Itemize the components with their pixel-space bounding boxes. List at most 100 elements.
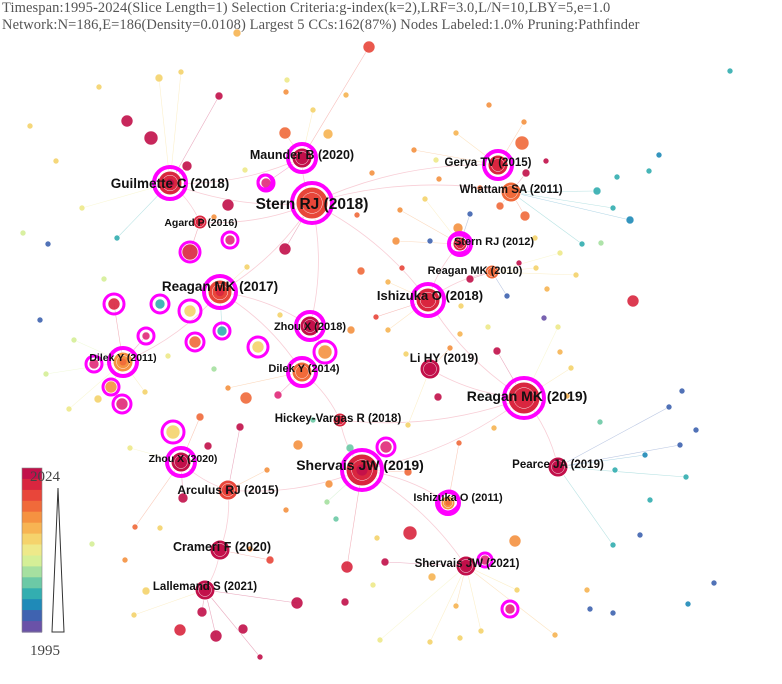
node-ring [165,178,175,188]
burst-halo [160,419,186,445]
edge [227,426,241,491]
network-node [131,523,139,531]
network-node [404,421,412,429]
node-reagan2017 [202,274,238,310]
network-node [141,388,149,396]
burst-halo [246,335,270,359]
node-label: Hickey-Vargas R (2018) [275,413,402,425]
network-node [398,264,406,272]
network-node [224,234,236,246]
network-node [597,239,605,247]
network-node [452,129,460,137]
node-label: Stern RJ (2012) [454,236,534,248]
network-node [235,422,245,432]
legend-swatch [22,555,42,567]
network-node [224,384,232,392]
legend-bar-border [21,467,43,633]
burst-halo [184,331,206,353]
node-label: Pearce JA (2019) [512,459,604,471]
node-shervais2019 [340,448,384,492]
burst-halo [102,292,126,316]
network-node [479,554,491,566]
network-node [396,206,404,214]
network-node [42,370,50,378]
network-node [520,118,528,126]
burst-halo [149,293,171,315]
network-node [490,424,498,432]
network-node [611,466,619,474]
burst-halo [375,436,397,458]
header-line-1: Timespan:1995-2024(Slice Length=1) Selec… [2,0,611,16]
node-label: Ishizuka O (2011) [413,492,503,504]
node-ring [201,586,209,594]
network-node [324,479,334,489]
network-node [353,211,361,219]
network-node [495,201,505,211]
network-node [340,597,350,607]
network-node [515,259,523,267]
network-node [273,390,283,400]
edge [361,469,467,567]
edge [169,71,182,184]
node-label: Dilek Y (2011) [89,352,156,364]
node-ring [554,463,562,471]
edge [557,466,614,546]
network-node [188,335,202,349]
legend-swatch [22,511,42,524]
node-guilmette2018 [152,165,188,201]
network-node [243,263,251,271]
network-node [645,167,653,175]
node-dilek2014 [286,356,318,388]
burst-halo [212,321,232,341]
year-color-legend: 2024 1995 [21,467,65,659]
network-node [26,122,34,130]
network-node [44,240,52,248]
network-node [323,498,331,506]
legend-color-bar [21,467,43,633]
network-node [572,271,580,279]
node-shervais2021 [455,555,477,577]
burst-halo [286,356,318,388]
node-ring [507,188,515,196]
network-node [362,40,376,54]
node-label: Shervais JW (2019) [296,457,424,473]
network-node [107,297,121,311]
burst-halo [312,339,338,365]
network-node [485,101,493,109]
network-node [309,106,317,114]
network-node [19,229,27,237]
network-node [678,387,686,395]
network-node [592,186,602,196]
network-node [372,313,380,321]
edge [429,565,467,643]
node-ring [119,358,127,366]
network-node [508,534,522,548]
network-node [121,556,129,564]
network-node [692,426,700,434]
edge [339,397,525,424]
node-reagan2010 [484,264,500,280]
network-node [492,346,502,356]
legend-swatch [22,468,42,480]
network-node [346,325,356,335]
network-node [684,600,692,608]
burst-halo [220,230,240,250]
burst-halo [476,551,494,569]
node-reagan2019 [502,376,546,420]
legend-swatch [22,478,42,491]
edge [301,46,370,159]
network-node [676,441,684,449]
network-node [556,249,564,257]
network-node [342,91,350,99]
network-node [256,653,264,661]
node-ring [494,161,502,169]
node-ishizuka2011 [435,490,461,516]
network-node [183,304,197,318]
node-agard2016 [192,214,208,230]
network-node [369,581,377,589]
node-label: Reagan MK (2017) [162,279,278,294]
node-ring [423,295,433,305]
node-stern2012 [447,231,473,257]
node-label: Ishizuka O (2018) [377,288,483,303]
